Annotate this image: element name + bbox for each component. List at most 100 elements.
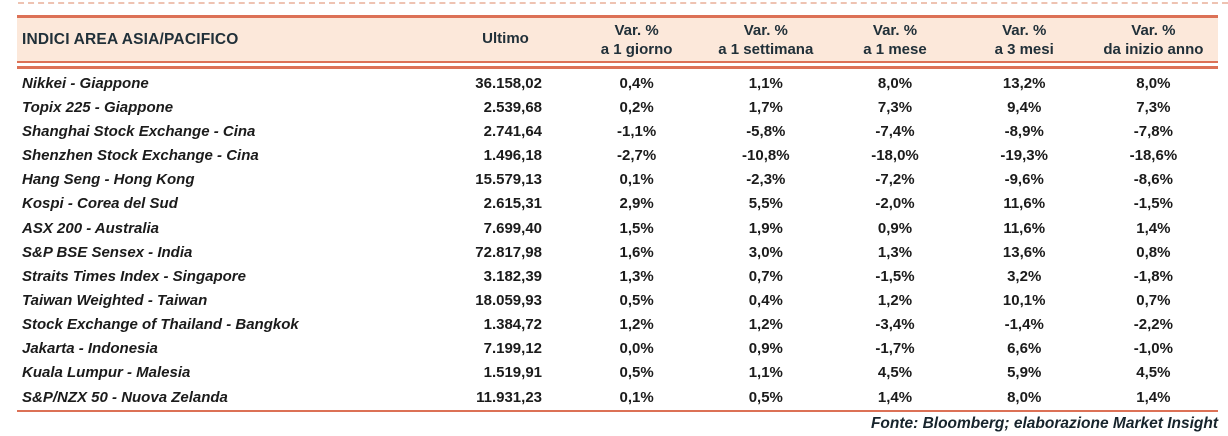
ultimo-value: 2.741,64 bbox=[483, 122, 542, 140]
var-label-line2: a 1 giorno bbox=[600, 40, 673, 58]
table-row: Shenzhen Stock Exchange - Cina 1.496,18 … bbox=[17, 144, 1218, 168]
var-value-1-mese: 1,4% bbox=[877, 388, 913, 406]
var-value-1-mese: -1,5% bbox=[875, 267, 915, 285]
index-name: Stock Exchange of Thailand - Bangkok bbox=[22, 316, 299, 334]
var-value-1-mese: -7,4% bbox=[875, 122, 915, 140]
var-value-3-mesi: -8,9% bbox=[1004, 122, 1044, 140]
index-name: S&P BSE Sensex - India bbox=[22, 243, 193, 261]
column-header-var-3-mesi: Var. % a 3 mesi bbox=[960, 21, 1089, 59]
var-value-3-mesi: 11,6% bbox=[1003, 219, 1046, 237]
var-value-1-settimana: 0,5% bbox=[748, 388, 783, 406]
ultimo-value: 11.931,23 bbox=[476, 388, 542, 406]
ultimo-value: 3.182,39 bbox=[483, 267, 542, 285]
var-value-1-settimana: 3,0% bbox=[748, 243, 783, 261]
header-double-rule bbox=[17, 66, 1218, 69]
var-value-3-mesi: 8,0% bbox=[1007, 388, 1042, 406]
var-label-line2: a 1 mese bbox=[863, 40, 927, 58]
ultimo-value: 2.539,68 bbox=[483, 98, 542, 116]
ultimo-value: 1.519,91 bbox=[483, 364, 542, 382]
var-value-1-mese: 8,0% bbox=[877, 74, 913, 92]
var-value-1-mese: -2,0% bbox=[875, 195, 915, 213]
var-value-1-giorno: 1,2% bbox=[619, 316, 654, 334]
var-value-1-mese: 7,3% bbox=[877, 98, 913, 116]
var-value-3-mesi: -9,6% bbox=[1004, 171, 1044, 189]
var-value-3-mesi: 10,1% bbox=[1002, 291, 1046, 309]
index-name: Shanghai Stock Exchange - Cina bbox=[22, 122, 256, 140]
table-row: Hang Seng - Hong Kong 15.579,13 0,1% -2,… bbox=[17, 169, 1218, 193]
ultimo-value: 1.384,72 bbox=[483, 316, 542, 334]
var-value-3-mesi: 3,2% bbox=[1007, 267, 1042, 285]
var-value-1-giorno: 0,1% bbox=[619, 388, 654, 406]
var-value-3-mesi: -19,3% bbox=[1000, 147, 1048, 165]
var-value-1-giorno: -1,1% bbox=[617, 122, 657, 140]
var-value-inizio-anno: 1,4% bbox=[1136, 219, 1171, 237]
var-value-inizio-anno: 4,5% bbox=[1136, 364, 1171, 382]
ultimo-value: 7.199,12 bbox=[483, 340, 542, 358]
index-name: Taiwan Weighted - Taiwan bbox=[22, 291, 208, 309]
var-value-1-giorno: 1,5% bbox=[619, 219, 654, 237]
index-name: S&P/NZX 50 - Nuova Zelanda bbox=[22, 388, 228, 406]
var-value-1-mese: -3,4% bbox=[875, 316, 915, 334]
var-value-1-settimana: 1,1% bbox=[748, 74, 783, 92]
index-name: Jakarta - Indonesia bbox=[22, 340, 158, 358]
table-header: INDICI AREA ASIA/PACIFICO Ultimo Var. % … bbox=[17, 15, 1218, 63]
ultimo-value: 72.817,98 bbox=[475, 243, 542, 261]
var-label-line1: Var. % bbox=[614, 21, 659, 39]
var-value-1-settimana: -5,8% bbox=[746, 122, 786, 140]
index-name: Hang Seng - Hong Kong bbox=[22, 171, 195, 189]
var-label-line2: a 3 mesi bbox=[994, 40, 1054, 58]
ultimo-value: 36.158,02 bbox=[475, 74, 542, 92]
var-value-1-giorno: 0,5% bbox=[619, 364, 654, 382]
index-name: ASX 200 - Australia bbox=[22, 219, 159, 237]
var-value-1-mese: 4,5% bbox=[877, 364, 913, 382]
var-label-line2: da inizio anno bbox=[1103, 40, 1204, 58]
var-value-inizio-anno: 0,7% bbox=[1136, 291, 1171, 309]
var-value-1-mese: -1,7% bbox=[875, 340, 915, 358]
var-value-inizio-anno: -7,8% bbox=[1133, 122, 1173, 140]
table-body: Nikkei - Giappone 36.158,02 0,4% 1,1% 8,… bbox=[17, 69, 1218, 412]
var-value-1-giorno: 0,1% bbox=[619, 171, 654, 189]
var-value-1-settimana: 1,9% bbox=[748, 219, 783, 237]
var-value-inizio-anno: -8,6% bbox=[1133, 171, 1173, 189]
var-value-1-mese: -18,0% bbox=[871, 147, 919, 165]
ultimo-value: 18.059,93 bbox=[475, 291, 542, 309]
var-value-1-mese: 0,9% bbox=[877, 219, 913, 237]
index-name: Nikkei - Giappone bbox=[22, 74, 149, 92]
var-value-1-mese: 1,3% bbox=[877, 243, 913, 261]
table-row: Nikkei - Giappone 36.158,02 0,4% 1,1% 8,… bbox=[17, 72, 1218, 96]
index-name: Topix 225 - Giappone bbox=[22, 98, 174, 116]
source-note: Fonte: Bloomberg; elaborazione Market In… bbox=[870, 414, 1218, 432]
ultimo-value: 15.579,13 bbox=[475, 171, 542, 189]
var-value-3-mesi: 6,6% bbox=[1007, 340, 1042, 358]
var-value-1-settimana: 1,7% bbox=[748, 98, 783, 116]
table-row: S&P/NZX 50 - Nuova Zelanda 11.931,23 0,1… bbox=[17, 386, 1218, 410]
var-label-line1: Var. % bbox=[1131, 21, 1176, 39]
var-value-1-giorno: 1,6% bbox=[619, 243, 654, 261]
table-row: Taiwan Weighted - Taiwan 18.059,93 0,5% … bbox=[17, 289, 1218, 313]
indices-table: INDICI AREA ASIA/PACIFICO Ultimo Var. % … bbox=[17, 15, 1218, 433]
table-row: ASX 200 - Australia 7.699,40 1,5% 1,9% 0… bbox=[17, 217, 1218, 241]
var-value-1-settimana: -2,3% bbox=[746, 171, 786, 189]
index-name: Shenzhen Stock Exchange - Cina bbox=[22, 147, 259, 165]
var-value-1-mese: -7,2% bbox=[875, 171, 915, 189]
table-row: Jakarta - Indonesia 7.199,12 0,0% 0,9% -… bbox=[17, 338, 1218, 362]
table-row: Kuala Lumpur - Malesia 1.519,91 0,5% 1,1… bbox=[17, 362, 1218, 386]
var-value-1-giorno: 0,4% bbox=[619, 74, 654, 92]
var-value-3-mesi: 11,6% bbox=[1003, 195, 1046, 213]
ultimo-value: 2.615,31 bbox=[483, 195, 542, 213]
table-row: Topix 225 - Giappone 2.539,68 0,2% 1,7% … bbox=[17, 96, 1218, 120]
var-value-inizio-anno: -18,6% bbox=[1129, 147, 1178, 165]
var-value-1-settimana: 5,5% bbox=[748, 195, 783, 213]
var-value-1-giorno: 0,5% bbox=[619, 291, 654, 309]
var-value-1-giorno: 1,3% bbox=[619, 267, 654, 285]
var-value-inizio-anno: -1,8% bbox=[1133, 267, 1173, 285]
var-value-inizio-anno: -2,2% bbox=[1133, 316, 1173, 334]
table-row: Stock Exchange of Thailand - Bangkok 1.3… bbox=[17, 313, 1218, 337]
var-value-1-giorno: 0,2% bbox=[619, 98, 654, 116]
var-value-1-giorno: 0,0% bbox=[619, 340, 654, 358]
var-value-inizio-anno: 0,8% bbox=[1136, 243, 1171, 261]
var-value-1-settimana: 0,4% bbox=[748, 291, 783, 309]
var-value-inizio-anno: 7,3% bbox=[1136, 98, 1171, 116]
var-value-3-mesi: -1,4% bbox=[1004, 316, 1044, 334]
